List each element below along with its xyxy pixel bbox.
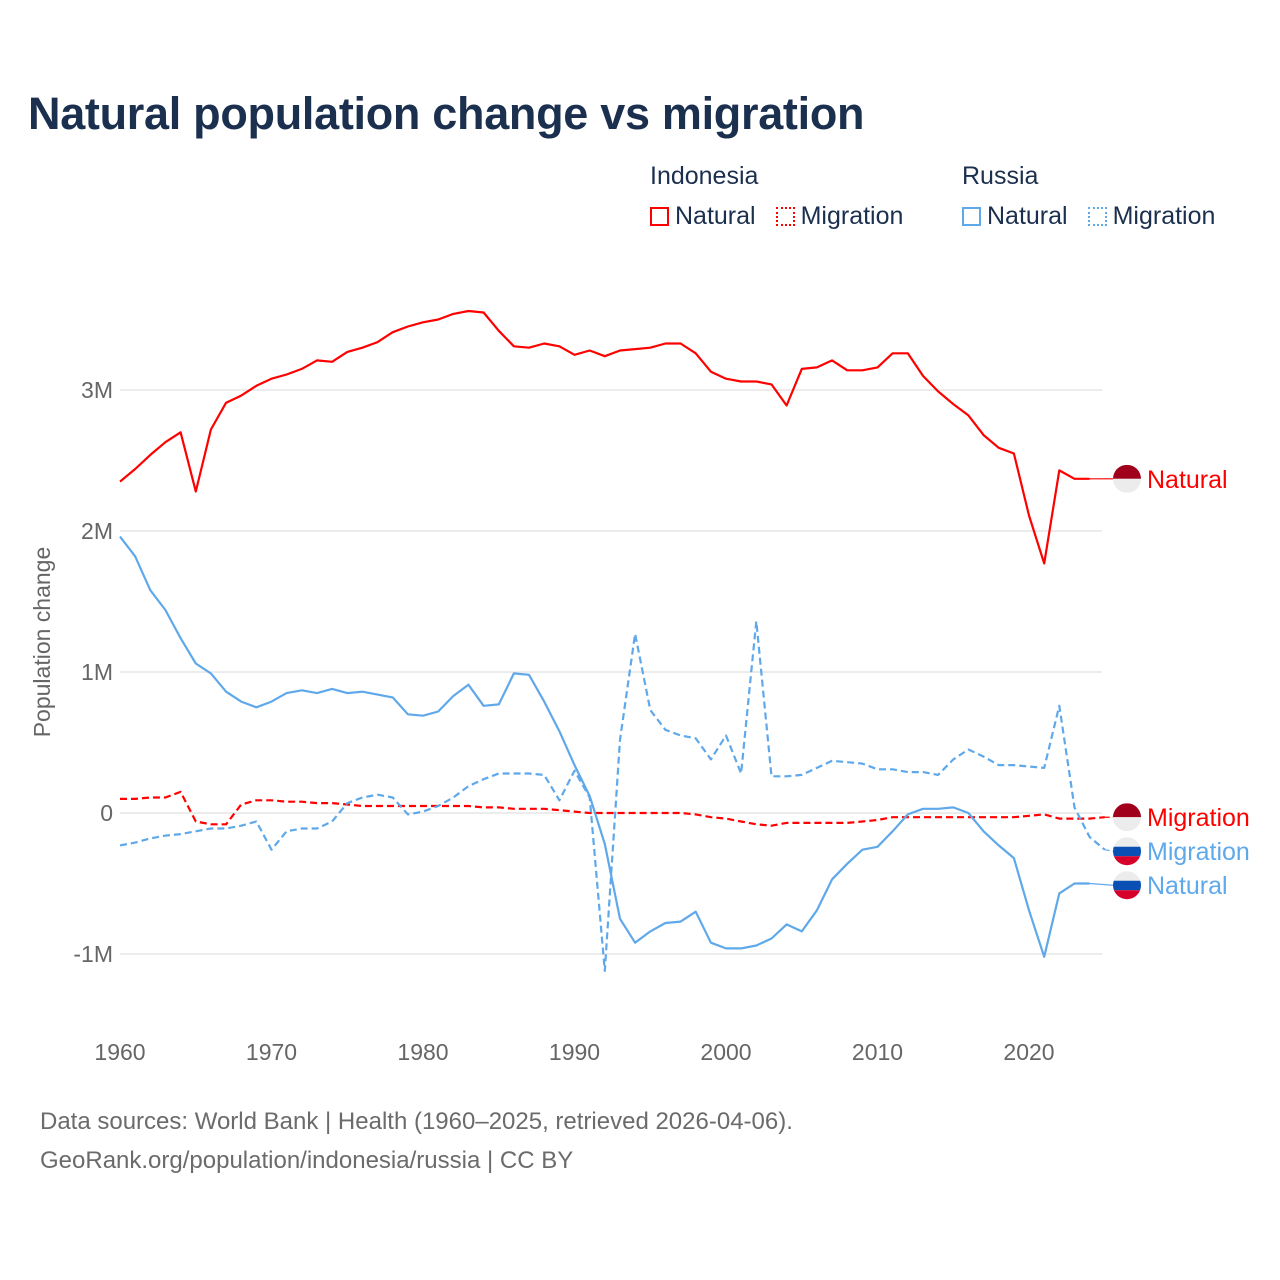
series-end-label: Natural <box>1147 872 1228 900</box>
legend-item-russia-natural[interactable]: Natural <box>962 202 1068 231</box>
legend-group-indonesia: Indonesia Natural Migration <box>650 162 923 231</box>
legend-label: Migration <box>1112 202 1216 230</box>
solid-swatch-icon <box>962 207 981 226</box>
series-lines <box>119 309 1106 972</box>
footer-attribution[interactable]: GeoRank.org/population/indonesia/russia … <box>40 1147 574 1174</box>
russia-flag-icon <box>1113 837 1141 866</box>
legend-item-indonesia-natural[interactable]: Natural <box>650 202 756 231</box>
legend-label: Natural <box>675 202 756 230</box>
gridlines <box>120 389 1102 955</box>
russia-flag-icon <box>1113 871 1141 900</box>
legend-group-title: Russia <box>962 162 1039 190</box>
label-connector <box>1104 849 1114 852</box>
indonesia-flag-icon <box>1113 464 1141 493</box>
series-end-label: Migration <box>1147 838 1250 866</box>
x-tick-label: 1960 <box>94 1039 145 1065</box>
y-axis-label: Population change <box>29 547 55 738</box>
legend-group-title: Indonesia <box>650 162 759 190</box>
dotted-swatch-icon <box>775 207 795 226</box>
legend-group-russia: Russia Natural Migration <box>962 162 1215 231</box>
label-connector <box>1089 882 1114 886</box>
chart-title: Natural population change vs migration <box>28 88 865 139</box>
x-tick-label: 2010 <box>852 1039 903 1065</box>
y-tick-label: 0 <box>100 800 113 826</box>
y-tick-label: 2M <box>81 518 113 544</box>
y-tick-label: 1M <box>81 659 113 685</box>
x-tick-label: 1970 <box>246 1039 297 1065</box>
series-line-russia-migration <box>119 620 1106 972</box>
x-tick-label: 1980 <box>397 1039 448 1065</box>
legend-label: Natural <box>987 202 1068 230</box>
legend-item-indonesia-migration[interactable]: Migration <box>775 202 904 231</box>
legend-label: Migration <box>800 202 904 230</box>
x-tick-label: 2020 <box>1003 1039 1054 1065</box>
series-line-indonesia-migration <box>120 790 1105 827</box>
x-tick-label: 2000 <box>700 1039 751 1065</box>
x-tick-label: 1990 <box>549 1039 600 1065</box>
x-axis-ticks: 1960 1970 1980 1990 2000 2010 2020 <box>94 1039 1054 1065</box>
y-axis-ticks: 3M 2M 1M 0 -1M <box>73 377 113 967</box>
series-line-indonesia-natural <box>119 309 1090 565</box>
indonesia-flag-icon <box>1113 803 1141 832</box>
footer-sources: Data sources: World Bank | Health (1960–… <box>40 1108 793 1135</box>
y-tick-label: 3M <box>81 377 113 403</box>
series-end-label: Natural <box>1147 466 1228 494</box>
series-end-label: Migration <box>1147 804 1250 832</box>
y-tick-label: -1M <box>73 941 113 967</box>
legend-item-russia-migration[interactable]: Migration <box>1087 202 1216 231</box>
end-labels: Natural Migration Migration Natural <box>1089 464 1250 900</box>
dotted-swatch-icon <box>1087 207 1107 226</box>
solid-swatch-icon <box>650 207 669 226</box>
series-line-russia-natural <box>119 535 1090 958</box>
